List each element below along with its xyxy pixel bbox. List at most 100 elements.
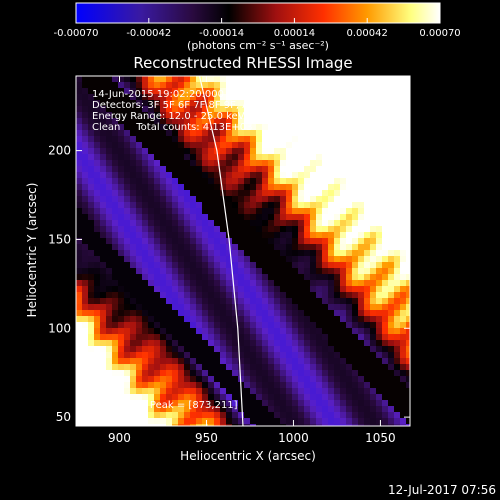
heatmap-cell xyxy=(232,154,238,160)
heatmap-cell xyxy=(226,412,232,418)
heatmap-cell xyxy=(262,76,268,82)
heatmap-cell xyxy=(280,286,286,292)
heatmap-cell xyxy=(274,202,280,208)
heatmap-cell xyxy=(358,406,364,412)
heatmap-cell xyxy=(250,292,256,298)
heatmap-cell xyxy=(112,292,118,298)
heatmap-cell xyxy=(358,172,364,178)
heatmap-cell xyxy=(406,88,410,94)
heatmap-cell xyxy=(262,262,268,268)
heatmap-cell xyxy=(160,136,166,142)
heatmap-cell xyxy=(82,208,88,214)
heatmap-cell xyxy=(220,388,226,394)
heatmap-cell xyxy=(364,82,370,88)
heatmap-cell xyxy=(100,292,106,298)
heatmap-cell xyxy=(232,160,238,166)
heatmap-cell xyxy=(232,268,238,274)
heatmap-cell xyxy=(226,88,232,94)
heatmap-cell xyxy=(400,298,406,304)
heatmap-cell xyxy=(178,346,184,352)
heatmap-cell xyxy=(262,238,268,244)
heatmap-cell xyxy=(196,376,202,382)
heatmap-cell xyxy=(148,202,154,208)
heatmap-cell xyxy=(190,346,196,352)
heatmap-cell xyxy=(178,202,184,208)
heatmap-cell xyxy=(400,388,406,394)
heatmap-cell xyxy=(346,316,352,322)
heatmap-cell xyxy=(100,304,106,310)
heatmap-cell xyxy=(340,106,346,112)
heatmap-cell xyxy=(292,124,298,130)
heatmap-cell xyxy=(208,88,214,94)
heatmap-cell xyxy=(352,100,358,106)
heatmap-cell xyxy=(202,274,208,280)
heatmap-cell xyxy=(190,352,196,358)
heatmap-cell xyxy=(136,166,142,172)
heatmap-cell xyxy=(280,364,286,370)
heatmap-cell xyxy=(154,262,160,268)
heatmap-cell xyxy=(328,400,334,406)
heatmap-cell xyxy=(244,160,250,166)
heatmap-cell xyxy=(256,142,262,148)
heatmap-cell xyxy=(346,292,352,298)
heatmap-cell xyxy=(232,352,238,358)
heatmap-cell xyxy=(214,400,220,406)
heatmap-cell xyxy=(76,100,82,106)
heatmap-cell xyxy=(214,298,220,304)
colorbar-tick-label: 0.00014 xyxy=(274,28,315,39)
heatmap-cell xyxy=(370,244,376,250)
heatmap-cell xyxy=(178,316,184,322)
heatmap-cell xyxy=(274,220,280,226)
heatmap-cell xyxy=(298,220,304,226)
heatmap-cell xyxy=(268,376,274,382)
heatmap-cell xyxy=(100,394,106,400)
heatmap-cell xyxy=(280,298,286,304)
heatmap-cell xyxy=(304,328,310,334)
heatmap-cell xyxy=(142,76,148,82)
heatmap-cell xyxy=(214,166,220,172)
heatmap-cell xyxy=(310,94,316,100)
heatmap-cell xyxy=(244,328,250,334)
heatmap-cell xyxy=(160,82,166,88)
heatmap-cell xyxy=(274,172,280,178)
heatmap-cell xyxy=(160,112,166,118)
heatmap-cell xyxy=(244,346,250,352)
heatmap-cell xyxy=(196,322,202,328)
heatmap-cell xyxy=(352,88,358,94)
heatmap-cell xyxy=(268,214,274,220)
heatmap-cell xyxy=(298,382,304,388)
heatmap-cell xyxy=(292,148,298,154)
heatmap-cell xyxy=(196,118,202,124)
heatmap-cell xyxy=(178,136,184,142)
heatmap-cell xyxy=(112,394,118,400)
heatmap-cell xyxy=(190,424,196,426)
heatmap-cell xyxy=(274,412,280,418)
heatmap-cell xyxy=(202,424,208,426)
heatmap-cell xyxy=(106,94,112,100)
heatmap-cell xyxy=(304,184,310,190)
heatmap-cell xyxy=(202,388,208,394)
heatmap-cell xyxy=(310,268,316,274)
heatmap-cell xyxy=(232,316,238,322)
heatmap-cell xyxy=(244,412,250,418)
heatmap-cell xyxy=(262,136,268,142)
heatmap-cell xyxy=(316,244,322,250)
heatmap-cell xyxy=(256,334,262,340)
heatmap-cell xyxy=(88,352,94,358)
heatmap-cell xyxy=(88,154,94,160)
heatmap-cell xyxy=(112,160,118,166)
heatmap-cell xyxy=(376,232,382,238)
heatmap-cell xyxy=(220,352,226,358)
heatmap-cell xyxy=(394,148,400,154)
heatmap-cell xyxy=(358,184,364,190)
heatmap-cell xyxy=(346,364,352,370)
heatmap-cell xyxy=(328,160,334,166)
heatmap-cell xyxy=(202,400,208,406)
heatmap-cell xyxy=(286,76,292,82)
heatmap-cell xyxy=(142,208,148,214)
heatmap-cell xyxy=(322,118,328,124)
heatmap-cell xyxy=(190,184,196,190)
heatmap-cell xyxy=(238,322,244,328)
heatmap-cell xyxy=(232,376,238,382)
heatmap-cell xyxy=(106,106,112,112)
